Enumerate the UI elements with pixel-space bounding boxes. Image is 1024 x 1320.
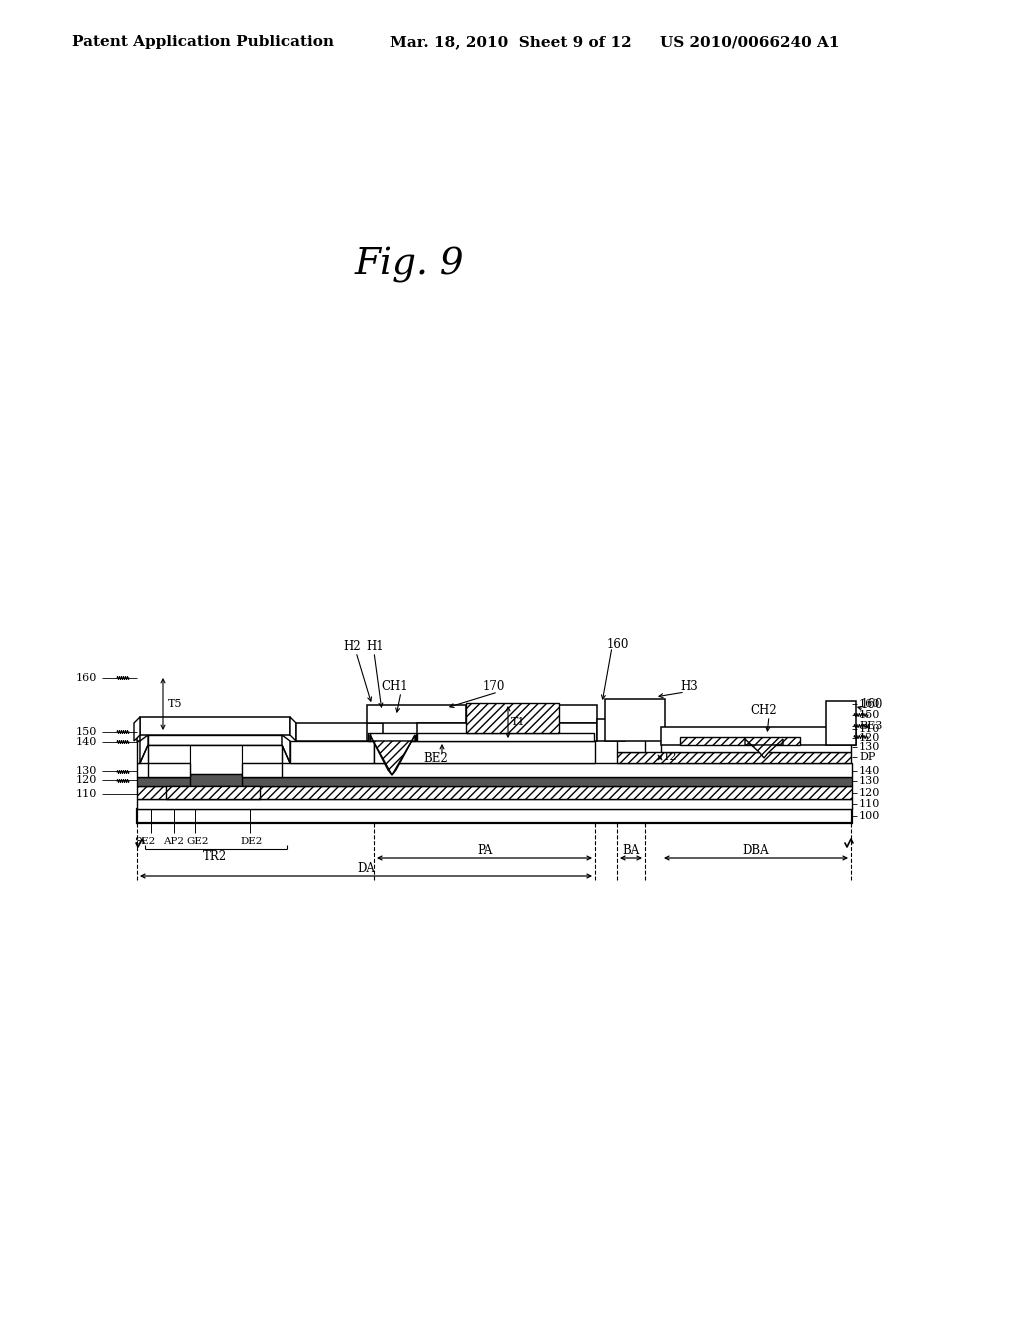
- Text: 150: 150: [76, 727, 97, 737]
- Bar: [417, 733, 594, 741]
- Text: 120: 120: [76, 775, 97, 785]
- Bar: [137, 763, 852, 777]
- Bar: [137, 799, 852, 809]
- Bar: [137, 741, 140, 763]
- Bar: [605, 700, 665, 741]
- Bar: [148, 735, 282, 744]
- Text: H1: H1: [367, 640, 384, 653]
- Text: 110: 110: [859, 799, 881, 809]
- Bar: [148, 744, 190, 763]
- Text: T2: T2: [663, 752, 678, 763]
- Bar: [166, 785, 260, 799]
- Bar: [662, 727, 856, 744]
- Bar: [242, 744, 282, 763]
- Text: 160: 160: [76, 673, 97, 682]
- Bar: [662, 738, 851, 752]
- Bar: [680, 737, 800, 744]
- Bar: [617, 752, 851, 763]
- Text: BE3: BE3: [859, 721, 883, 731]
- Polygon shape: [282, 735, 290, 763]
- Text: 160: 160: [607, 638, 630, 651]
- Text: DA: DA: [357, 862, 375, 875]
- Text: DBA: DBA: [742, 845, 769, 858]
- Polygon shape: [140, 735, 148, 763]
- Polygon shape: [745, 739, 783, 758]
- Text: 130: 130: [859, 776, 881, 785]
- Text: 110: 110: [76, 789, 97, 799]
- Text: T5: T5: [168, 700, 182, 709]
- Text: 160: 160: [859, 700, 881, 709]
- Text: 110: 110: [859, 723, 881, 734]
- Bar: [190, 774, 242, 785]
- Text: 130: 130: [76, 766, 97, 776]
- Bar: [826, 701, 856, 744]
- Bar: [559, 705, 597, 723]
- Bar: [367, 723, 383, 741]
- Text: 170: 170: [482, 681, 505, 693]
- Polygon shape: [368, 733, 370, 741]
- Text: 140: 140: [76, 737, 97, 747]
- Text: PA: PA: [477, 845, 493, 858]
- Bar: [374, 741, 595, 763]
- Bar: [242, 763, 282, 777]
- Text: TR2: TR2: [203, 850, 227, 862]
- Text: H3: H3: [680, 681, 697, 693]
- Polygon shape: [290, 717, 296, 741]
- Text: 160: 160: [861, 698, 884, 711]
- Bar: [148, 763, 190, 777]
- Bar: [367, 705, 466, 723]
- Text: BA: BA: [623, 845, 640, 858]
- Text: DP: DP: [859, 752, 876, 762]
- Text: GE2: GE2: [186, 837, 209, 846]
- Bar: [190, 744, 242, 774]
- Text: US 2010/0066240 A1: US 2010/0066240 A1: [660, 36, 840, 49]
- Text: 120: 120: [859, 733, 881, 743]
- Text: DE2: DE2: [241, 837, 263, 846]
- Text: T1: T1: [511, 717, 525, 727]
- Text: 120: 120: [859, 788, 881, 799]
- Bar: [370, 733, 416, 741]
- Text: CH1: CH1: [382, 681, 409, 693]
- Text: BE2: BE2: [424, 752, 449, 766]
- Polygon shape: [370, 735, 415, 775]
- Bar: [296, 723, 370, 741]
- Text: Patent Application Publication: Patent Application Publication: [72, 36, 334, 49]
- Bar: [417, 723, 559, 741]
- Bar: [137, 809, 852, 822]
- Bar: [140, 717, 290, 735]
- Text: 100: 100: [859, 810, 881, 821]
- Text: 150: 150: [859, 710, 881, 719]
- Text: Mar. 18, 2010  Sheet 9 of 12: Mar. 18, 2010 Sheet 9 of 12: [390, 36, 632, 49]
- Bar: [466, 704, 559, 733]
- Bar: [137, 777, 852, 785]
- Bar: [617, 738, 645, 752]
- Bar: [597, 719, 625, 741]
- Text: CH2: CH2: [751, 705, 777, 718]
- Bar: [137, 785, 852, 799]
- Bar: [559, 723, 597, 741]
- Text: H2: H2: [343, 640, 360, 653]
- Text: AP2: AP2: [164, 837, 184, 846]
- Text: 130: 130: [859, 742, 881, 752]
- Text: SE2: SE2: [134, 837, 156, 846]
- Text: Fig. 9: Fig. 9: [355, 247, 465, 282]
- Bar: [290, 741, 374, 763]
- Bar: [137, 723, 140, 741]
- Text: 140: 140: [859, 766, 881, 776]
- Polygon shape: [134, 717, 140, 741]
